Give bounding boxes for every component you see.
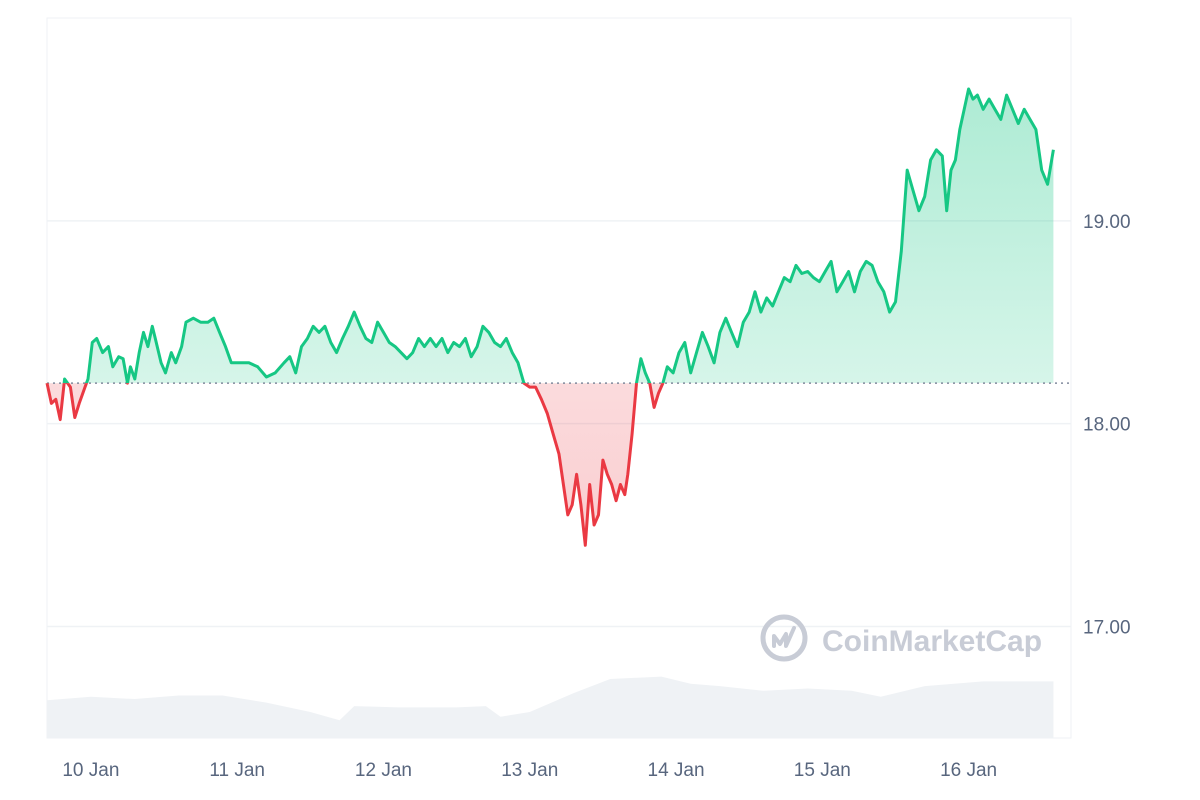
x-tick-label: 14 Jan — [648, 760, 705, 781]
coinmarketcap-logo-icon — [760, 614, 808, 662]
watermark: CoinMarketCap — [760, 614, 1042, 662]
x-tick-label: 15 Jan — [794, 760, 851, 781]
watermark-text: CoinMarketCap — [822, 625, 1042, 658]
price-area-down — [47, 383, 663, 546]
volume-area-layer — [47, 676, 1054, 738]
price-area-layer — [47, 89, 1054, 546]
y-tick-label: 17.00 — [1083, 617, 1131, 638]
y-tick-label: 19.00 — [1083, 212, 1131, 233]
price-line-down — [45, 383, 665, 547]
y-tick-label: 18.00 — [1083, 415, 1131, 436]
x-tick-label: 11 Jan — [209, 760, 265, 781]
x-tick-label: 10 Jan — [62, 760, 119, 781]
price-area-up — [47, 89, 1054, 384]
x-tick-label: 16 Jan — [940, 760, 997, 781]
price-line-layer — [45, 87, 1055, 547]
volume-area — [47, 676, 1054, 738]
price-line-up — [47, 87, 1055, 384]
x-axis: 10 Jan 11 Jan 12 Jan 13 Jan 14 Jan 15 Jan 16 J… — [62, 760, 997, 781]
x-tick-label: 12 Jan — [355, 760, 412, 781]
y-axis: 17.00 18.00 19.00 — [1083, 212, 1131, 639]
x-tick-label: 13 Jan — [501, 760, 558, 781]
